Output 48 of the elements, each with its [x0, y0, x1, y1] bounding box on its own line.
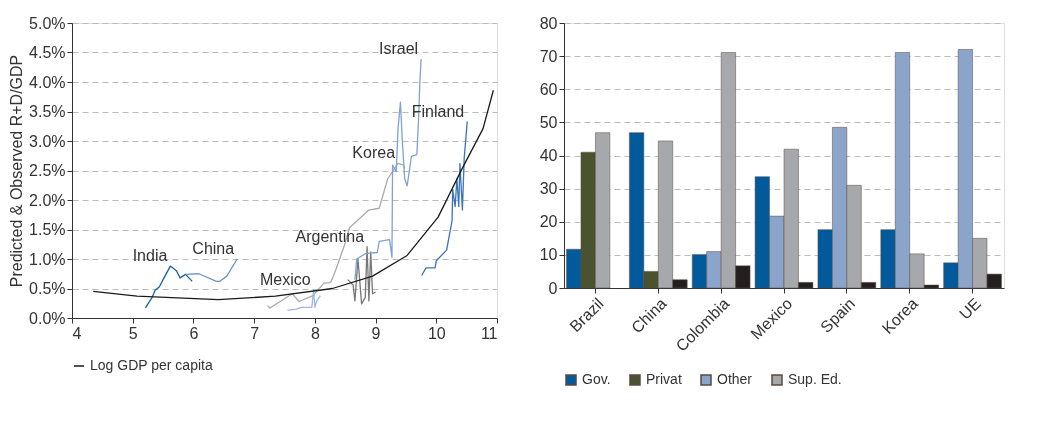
y-tick-label: 3.5%	[29, 103, 66, 120]
x-tick-label: 5	[128, 324, 138, 342]
line-series	[346, 245, 377, 305]
series-label: Finland	[411, 102, 465, 120]
series-label: India	[132, 247, 168, 265]
line-series	[286, 289, 321, 311]
x-tick-label: 8	[310, 324, 320, 342]
x-tick-label: 7	[250, 324, 260, 342]
y-axis-title: Predicted & Observed R+D/GDP	[8, 54, 26, 288]
line-series	[144, 265, 193, 309]
x-tick-label: 6	[189, 324, 199, 342]
series-label: Mexico	[259, 270, 311, 288]
x-tick-label: UE	[956, 294, 984, 323]
y-tick-label: 3.0%	[29, 132, 66, 150]
y-tick-label: 50	[539, 113, 558, 131]
y-tick-label: 0.5%	[29, 280, 66, 297]
y-tick-label: 80	[539, 14, 558, 32]
series-label: China	[192, 240, 235, 257]
y-tick-label: 4.0%	[29, 73, 66, 91]
y-tick-label: 2.5%	[29, 162, 66, 179]
legend-label: Sup. Ed.	[788, 371, 842, 387]
legend-label: Gov.	[582, 371, 611, 387]
y-tick-label: 1.5%	[29, 221, 66, 238]
x-tick-label: 11	[480, 324, 498, 342]
legend-label: Other	[717, 371, 753, 387]
y-tick-label: 1.0%	[29, 250, 66, 268]
series-label: Israel	[378, 39, 419, 57]
line-series	[184, 258, 238, 283]
series-label: Argentina	[295, 227, 365, 245]
legend-label: Log GDP per capita	[90, 357, 213, 373]
legend-label: Privat	[646, 371, 682, 387]
y-tick-label: 60	[539, 80, 558, 98]
y-tick-label: 10	[539, 246, 558, 264]
y-tick-label: 0	[548, 279, 558, 297]
x-tick-label: 9	[371, 324, 381, 342]
y-tick-label: 20	[539, 213, 558, 231]
line-series	[92, 89, 495, 301]
y-tick-label: 2.0%	[29, 191, 66, 209]
y-tick-label: 4.5%	[29, 44, 66, 61]
y-tick-label: 30	[539, 180, 558, 198]
y-tick-label: 40	[539, 147, 558, 164]
y-tick-label: 70	[539, 47, 558, 65]
x-tick-label: 4	[72, 324, 82, 342]
x-tick-label: 10	[427, 324, 446, 342]
y-tick-label: 5.0%	[29, 14, 66, 32]
line-series	[421, 120, 468, 277]
y-tick-label: 0.0%	[29, 309, 66, 327]
series-label: Korea	[352, 144, 396, 162]
